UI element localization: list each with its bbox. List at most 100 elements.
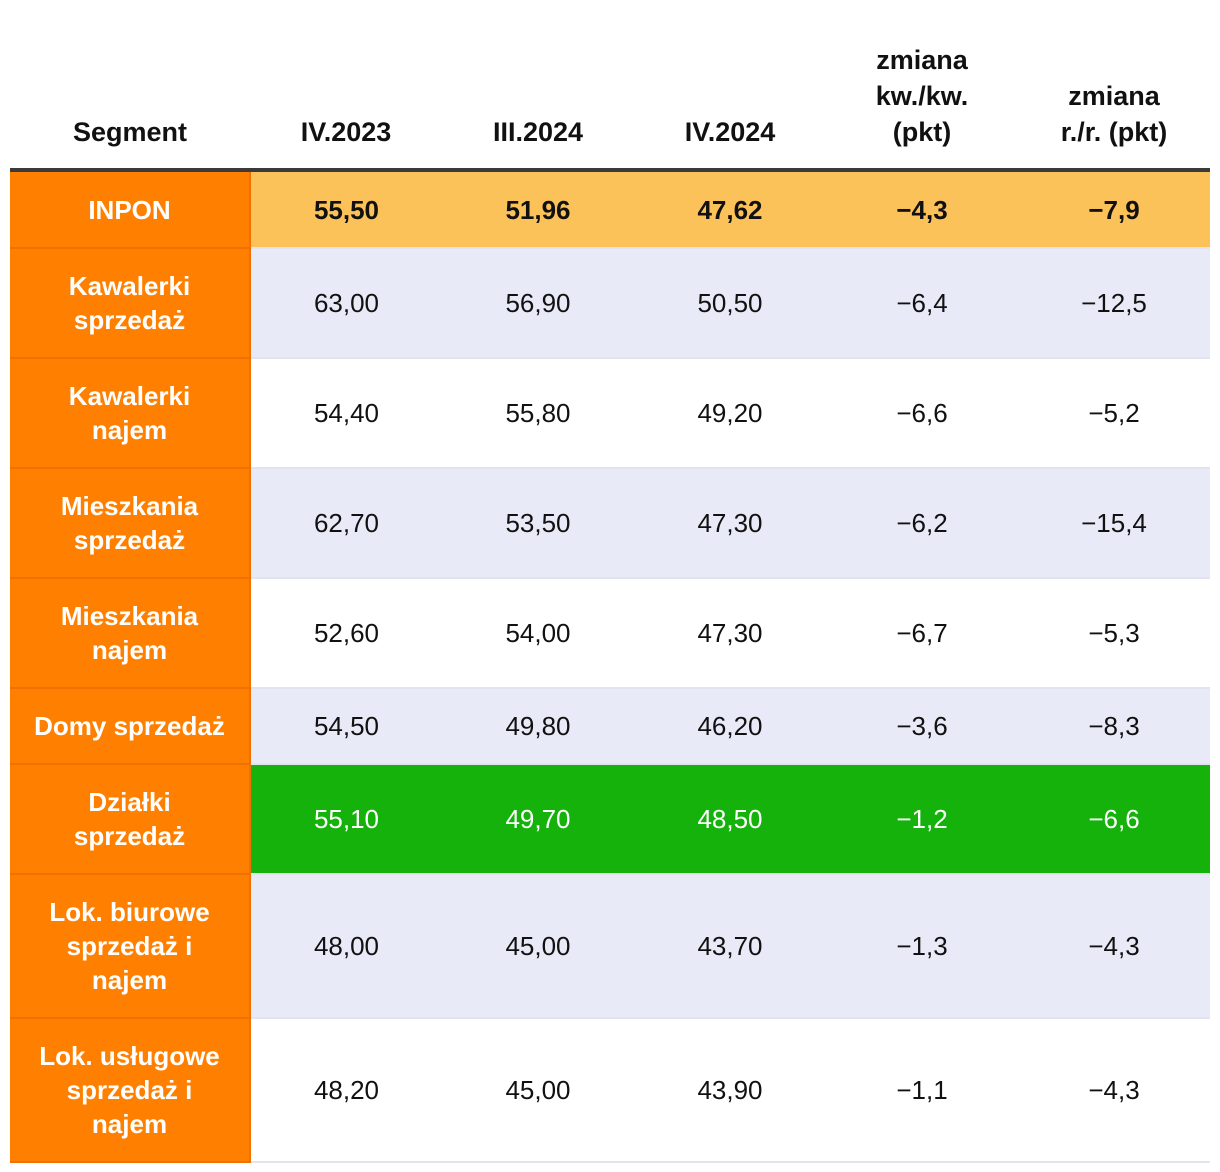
segment-label-line: Domy sprzedaż [34,711,225,741]
header-label-line: IV.2024 [684,117,776,147]
segment-label-line: Działki [88,787,171,817]
value-cell-iv-2024: 47,62 [634,170,826,249]
table-body: INPON 55,50 51,96 47,62 −4,3 −7,9 Kawalerki spr… [10,170,1210,1163]
value-cell-iv-2024: 43,70 [634,874,826,1019]
table-row: Lok. usługowe sprzedaż i najem 48,20 45,00 43… [10,1018,1210,1163]
header-segment: Segment [10,0,250,172]
value-cell-change-yoy: −5,3 [1018,578,1210,689]
value-cell-iii-2024: 45,00 [442,874,634,1019]
segment-label-line: Lok. biurowe [49,897,210,927]
segment-cell: Działki sprzedaż [10,764,251,875]
value-cell-change-yoy: −15,4 [1018,468,1210,579]
value-cell-change-qoq: −3,6 [826,688,1018,765]
value-cell-iv-2024: 48,50 [634,764,826,875]
header-change-qoq: zmiana kw./kw. (pkt) [826,0,1018,172]
segment-cell: Lok. usługowe sprzedaż i najem [10,1018,251,1163]
header-row: Segment IV.2023 III.2024 IV.2024 zmiana kw./k… [10,0,1210,172]
value-cell-change-yoy: −4,3 [1018,1018,1210,1163]
segment-label-line: sprzedaż i [66,931,193,961]
value-cell-iii-2024: 51,96 [442,170,634,249]
header-iii-2024: III.2024 [442,0,634,172]
segment-label-line: Kawalerki [68,381,191,411]
value-cell-change-yoy: −4,3 [1018,874,1210,1019]
value-cell-iv-2024: 49,20 [634,358,826,469]
segment-label-line: sprzedaż i [66,1075,193,1105]
value-cell-iv-2024: 46,20 [634,688,826,765]
value-cell-iv-2024: 43,90 [634,1018,826,1163]
value-cell-iv-2023: 54,50 [250,688,442,765]
value-cell-iv-2023: 63,00 [250,248,442,359]
value-cell-iv-2023: 48,00 [250,874,442,1019]
value-cell-iv-2024: 50,50 [634,248,826,359]
value-cell-change-qoq: −6,4 [826,248,1018,359]
segment-label-line: sprzedaż [73,305,186,335]
segment-label-line: Kawalerki [68,271,191,301]
header-iv-2024: IV.2024 [634,0,826,172]
value-cell-iv-2023: 55,50 [250,170,442,249]
table-row: Kawalerki najem 54,40 55,80 49,20 −6,6 −5,2 [10,358,1210,469]
table-row: Kawalerki sprzedaż 63,00 56,90 50,50 −6,4 −12,… [10,248,1210,359]
value-cell-iv-2023: 48,20 [250,1018,442,1163]
value-cell-change-qoq: −1,2 [826,764,1018,875]
segment-cell: Mieszkania sprzedaż [10,468,251,579]
segment-label-line: Lok. usługowe [39,1041,220,1071]
value-cell-change-qoq: −6,7 [826,578,1018,689]
table-row: Działki sprzedaż 55,10 49,70 48,50 −1,2 −6,6 [10,764,1210,875]
header-label-line: kw./kw. [875,81,969,111]
value-cell-iii-2024: 54,00 [442,578,634,689]
value-cell-change-yoy: −6,6 [1018,764,1210,875]
value-cell-iv-2023: 52,60 [250,578,442,689]
segment-cell: INPON [10,170,251,249]
header-label-line: r./r. (pkt) [1060,117,1168,147]
segment-cell: Kawalerki sprzedaż [10,248,251,359]
segment-label-line: najem [91,965,168,995]
segment-cell: Domy sprzedaż [10,688,251,765]
value-cell-change-yoy: −8,3 [1018,688,1210,765]
value-cell-iii-2024: 49,70 [442,764,634,875]
segment-label-line: najem [91,415,168,445]
segment-cell: Mieszkania najem [10,578,251,689]
data-table-container: Segment IV.2023 III.2024 IV.2024 zmiana kw./k… [10,0,1210,1163]
table-row: Mieszkania najem 52,60 54,00 47,30 −6,7 −5,3 [10,578,1210,689]
segment-label-line: Mieszkania [60,601,199,631]
table-row: INPON 55,50 51,96 47,62 −4,3 −7,9 [10,170,1210,249]
value-cell-iv-2023: 62,70 [250,468,442,579]
segment-label-line: najem [91,635,168,665]
segment-label-line: INPON [88,194,171,225]
segment-index-table: Segment IV.2023 III.2024 IV.2024 zmiana kw./k… [10,0,1210,1163]
segment-label-line: sprzedaż [73,821,186,851]
segment-cell: Lok. biurowe sprzedaż i najem [10,874,251,1019]
header-label-line: III.2024 [492,117,584,147]
segment-label-line: najem [91,1109,168,1139]
value-cell-change-qoq: −1,1 [826,1018,1018,1163]
segment-label-line: sprzedaż [73,525,186,555]
value-cell-iii-2024: 49,80 [442,688,634,765]
value-cell-change-qoq: −6,6 [826,358,1018,469]
table-row: Domy sprzedaż 54,50 49,80 46,20 −3,6 −8,3 [10,688,1210,765]
header-label-line: zmiana [1068,81,1160,111]
table-row: Lok. biurowe sprzedaż i najem 48,00 45,00 43,… [10,874,1210,1019]
value-cell-iii-2024: 53,50 [442,468,634,579]
segment-label-line: Mieszkania [60,491,199,521]
value-cell-iii-2024: 45,00 [442,1018,634,1163]
table-header: Segment IV.2023 III.2024 IV.2024 zmiana kw./k… [10,0,1210,172]
value-cell-iv-2024: 47,30 [634,468,826,579]
value-cell-change-qoq: −6,2 [826,468,1018,579]
value-cell-iii-2024: 55,80 [442,358,634,469]
segment-cell: Kawalerki najem [10,358,251,469]
header-label-line: (pkt) [892,117,952,147]
header-iv-2023: IV.2023 [250,0,442,172]
value-cell-iv-2024: 47,30 [634,578,826,689]
value-cell-change-yoy: −5,2 [1018,358,1210,469]
header-label-line: IV.2023 [300,117,392,147]
value-cell-change-qoq: −4,3 [826,170,1018,249]
value-cell-change-qoq: −1,3 [826,874,1018,1019]
value-cell-change-yoy: −12,5 [1018,248,1210,359]
header-change-yoy: zmiana r./r. (pkt) [1018,0,1210,172]
table-row: Mieszkania sprzedaż 62,70 53,50 47,30 −6,2 −15… [10,468,1210,579]
value-cell-iii-2024: 56,90 [442,248,634,359]
header-label-line: Segment [72,117,188,147]
value-cell-iv-2023: 54,40 [250,358,442,469]
value-cell-iv-2023: 55,10 [250,764,442,875]
value-cell-change-yoy: −7,9 [1018,170,1210,249]
